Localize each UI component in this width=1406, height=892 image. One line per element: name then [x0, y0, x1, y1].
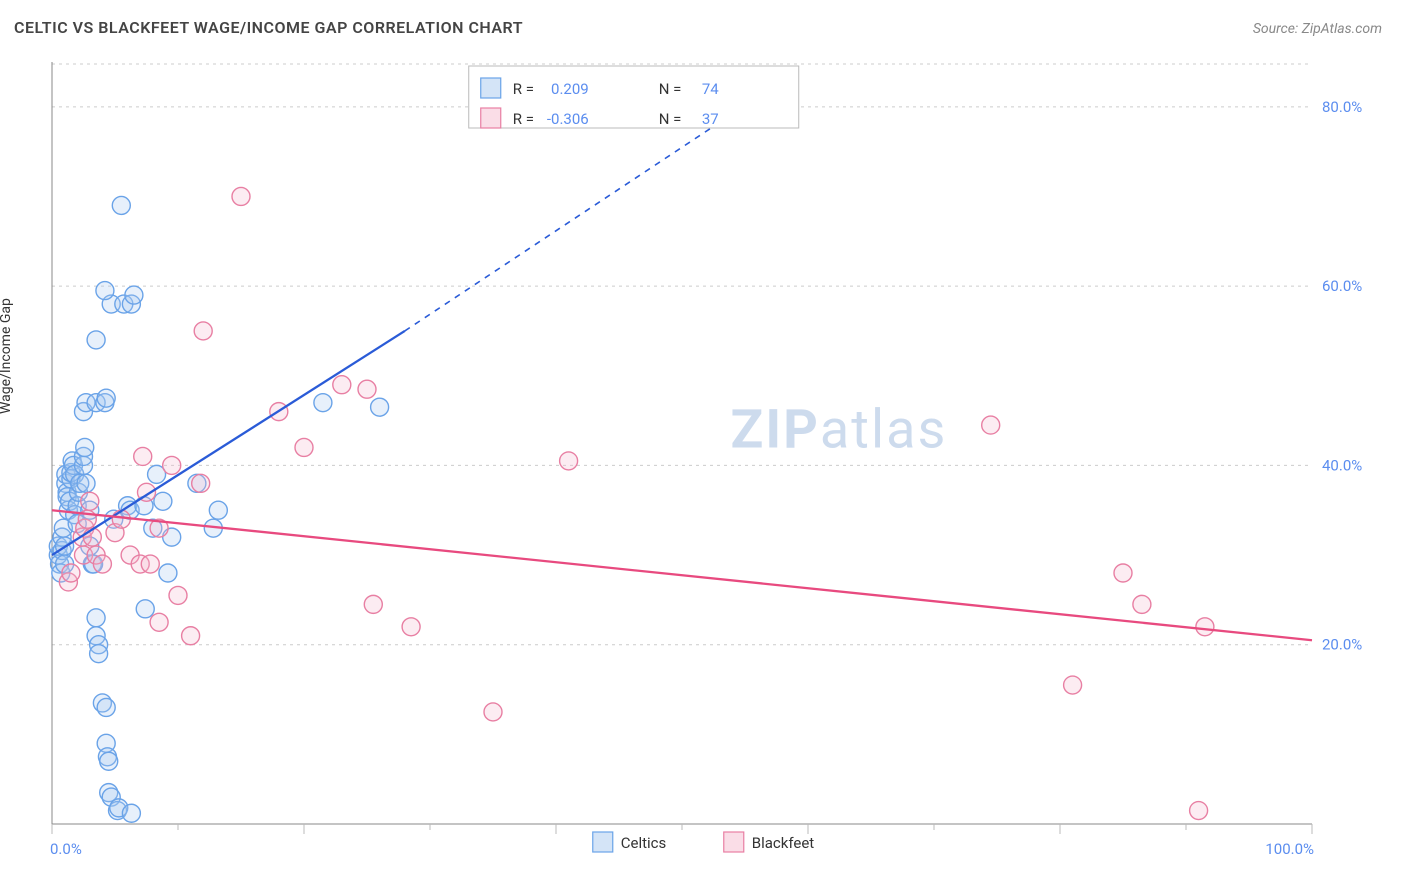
scatter-chart: ZIPatlas 0.0% 100.0% 20.0% 40.0% 60.0% 80.0% R …: [14, 50, 1392, 878]
scatter-point: [163, 456, 181, 474]
svg-text:ZIPatlas: ZIPatlas: [731, 398, 948, 461]
scatter-point: [333, 376, 351, 394]
bottom-legend-swatch: [593, 832, 613, 852]
scatter-point: [982, 416, 1000, 434]
legend-r-label: R =: [513, 110, 534, 128]
scatter-point: [87, 609, 105, 627]
scatter-point: [97, 698, 115, 716]
scatter-point: [402, 618, 420, 636]
scatter-point: [125, 286, 143, 304]
scatter-point: [96, 282, 114, 300]
svg-text:40.0%: 40.0%: [1322, 456, 1362, 474]
svg-text:60.0%: 60.0%: [1322, 277, 1362, 295]
scatter-point: [314, 394, 332, 412]
scatter-point: [194, 322, 212, 340]
regression-line-celtics: [52, 331, 405, 555]
scatter-point: [295, 438, 313, 456]
legend-r-value: 0.209: [551, 80, 589, 98]
scatter-point: [358, 380, 376, 398]
legend-swatch: [481, 108, 501, 128]
svg-text:80.0%: 80.0%: [1322, 98, 1362, 116]
scatter-point: [141, 555, 159, 573]
scatter-point: [112, 510, 130, 528]
scatter-point: [182, 627, 200, 645]
svg-text:100.0%: 100.0%: [1265, 840, 1314, 858]
scatter-point: [1064, 676, 1082, 694]
scatter-point: [484, 703, 502, 721]
scatter-point: [560, 452, 578, 470]
scatter-point: [76, 438, 94, 456]
bottom-legend-swatch: [724, 832, 744, 852]
scatter-point: [364, 595, 382, 613]
legend-n-label: N =: [659, 110, 682, 128]
bottom-legend-label: Blackfeet: [752, 834, 815, 852]
scatter-point: [169, 586, 187, 604]
scatter-point: [1196, 618, 1214, 636]
scatter-point: [112, 196, 130, 214]
legend-swatch: [481, 78, 501, 98]
scatter-point: [1190, 802, 1208, 820]
scatter-point: [150, 613, 168, 631]
legend-r-value: -0.306: [547, 110, 589, 128]
scatter-point: [97, 389, 115, 407]
scatter-point: [81, 492, 99, 510]
scatter-point: [122, 804, 140, 822]
bottom-legend-label: Celtics: [621, 834, 667, 852]
legend-n-label: N =: [659, 80, 682, 98]
scatter-point: [134, 447, 152, 465]
scatter-point: [62, 564, 80, 582]
scatter-point: [209, 501, 227, 519]
scatter-point: [232, 187, 250, 205]
scatter-point: [1133, 595, 1151, 613]
scatter-point: [77, 474, 95, 492]
chart-title: CELTIC VS BLACKFEET WAGE/INCOME GAP CORR…: [14, 18, 523, 37]
svg-text:20.0%: 20.0%: [1322, 636, 1362, 654]
y-axis-label: Wage/Income Gap: [0, 298, 14, 414]
scatter-point: [371, 398, 389, 416]
scatter-point: [90, 645, 108, 663]
svg-text:0.0%: 0.0%: [50, 840, 82, 858]
scatter-point: [100, 752, 118, 770]
chart-area: Wage/Income Gap ZIPatlas0.0%100.0%20.0%4…: [14, 50, 1392, 878]
legend-n-value: 74: [702, 80, 719, 98]
scatter-point: [87, 331, 105, 349]
source-label: Source: ZipAtlas.com: [1253, 21, 1382, 37]
scatter-point: [136, 600, 154, 618]
scatter-point: [192, 474, 210, 492]
scatter-point: [93, 555, 111, 573]
scatter-point: [1114, 564, 1132, 582]
legend-r-label: R =: [513, 80, 534, 98]
legend-n-value: 37: [702, 110, 719, 128]
scatter-point: [154, 492, 172, 510]
scatter-point: [159, 564, 177, 582]
scatter-point: [83, 528, 101, 546]
